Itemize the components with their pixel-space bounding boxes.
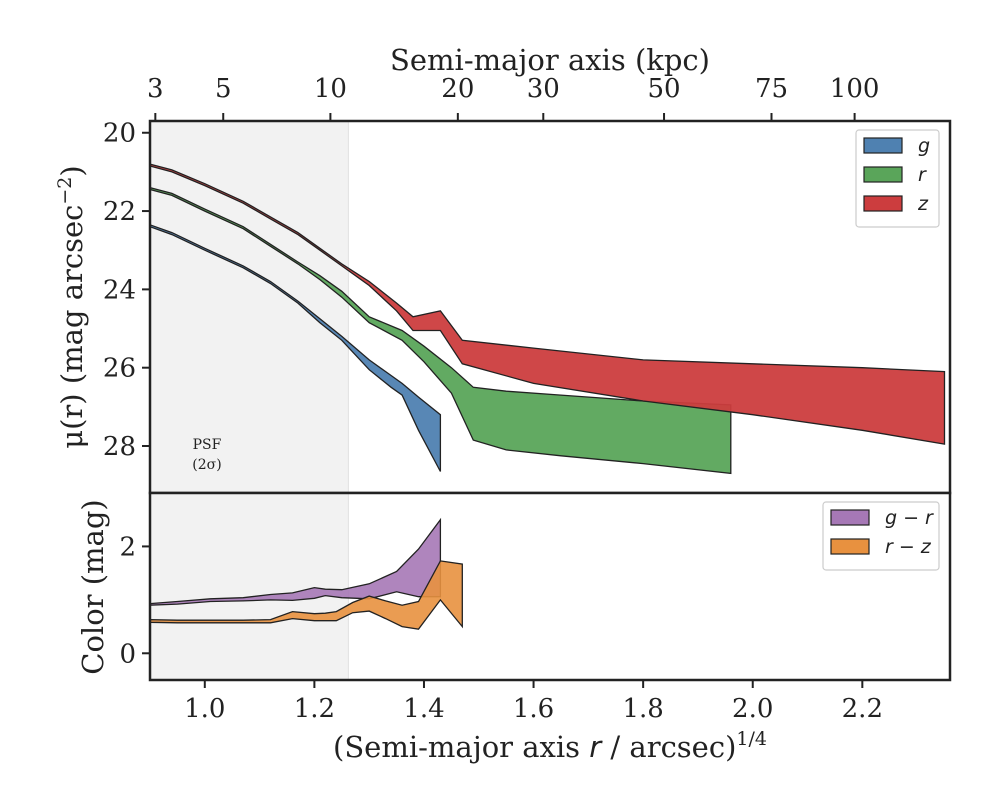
y-tick-label: 2 [119,532,136,562]
legend-swatch [863,195,903,212]
x-tick-label: 2.0 [732,694,773,724]
legend-label: g [918,135,930,157]
y-tick-label: 24 [103,275,136,305]
kpc-tick-label: 3 [147,74,164,104]
kpc-tick-label: 20 [441,74,474,104]
bottom-y-ticks: 02 [119,532,150,669]
legend-label: r [918,164,927,186]
legend-swatch [863,137,903,154]
kpc-tick-label: 100 [830,74,880,104]
kpc-tick-label: 30 [527,74,560,104]
x-tick-label: 1.4 [403,694,444,724]
legend-swatch [830,509,870,526]
psf-shaded-region [150,121,349,493]
top-y-axis-title-main: μ(r) (mag arcsec [55,205,89,449]
bottom-y-axis-title: Color (mag) [76,499,110,674]
color-panel: 02 1.0 1.2 1.4 1.6 1.8 2.0 2.2 g − rr − z (Sem… [76,491,952,764]
bottom-panel-frame [148,491,952,682]
top-y-axis-title-exponent: −2 [54,177,76,205]
top-y-ticks: 20 22 24 26 28 [103,119,150,462]
x-tick-label: 2.2 [842,694,883,724]
psf-label-line2: (2σ) [192,457,221,473]
legend-label: r − z [885,536,932,558]
legend-label: g − r [885,507,934,529]
psf-shaded-region-bottom [150,493,349,680]
legend-label: z [917,193,929,215]
legend-swatch [830,538,870,555]
kpc-tick-label: 50 [647,74,680,104]
band-rz [149,560,463,630]
band-z [149,163,946,445]
band-g [149,223,442,472]
x-tick-label: 1.2 [294,694,335,724]
kpc-tick-label: 10 [314,74,347,104]
top-y-axis-title-close: ) [55,165,89,176]
top-kpc-ticks: 3 5 10 20 30 50 75 100 [147,74,879,121]
surface-brightness-bands [149,163,946,475]
top-x-axis-title: Semi-major axis (kpc) [390,43,710,77]
x-axis-title-variable: r [589,730,603,764]
x-tick-label: 1.0 [184,694,225,724]
y-tick-label: 28 [103,432,136,462]
top-legend: grz [855,129,940,228]
top-y-axis-title: μ(r) (mag arcsec−2) [54,165,89,448]
kpc-tick-label: 5 [215,74,232,104]
x-axis-title-main: (Semi-major axis [333,730,589,764]
x-axis-title-exponent: 1/4 [736,728,767,750]
x-tick-label: 1.8 [622,694,663,724]
kpc-tick-label: 75 [755,74,788,104]
bottom-x-ticks: 1.0 1.2 1.4 1.6 1.8 2.0 2.2 [184,680,883,724]
bottom-x-axis-title: (Semi-major axis r / arcsec)1/4 [333,728,767,764]
legend-swatch [863,166,903,183]
y-tick-label: 22 [103,197,136,227]
y-tick-label: 20 [103,119,136,149]
psf-label-line1: PSF [193,437,222,453]
band-r [149,186,732,475]
y-tick-label: 0 [119,639,136,669]
x-axis-title-unit: / arcsec) [601,730,736,764]
x-tick-label: 1.6 [513,694,554,724]
y-tick-label: 26 [103,354,136,384]
color-bands [149,517,463,630]
bottom-legend: g − r r − z [822,501,940,571]
